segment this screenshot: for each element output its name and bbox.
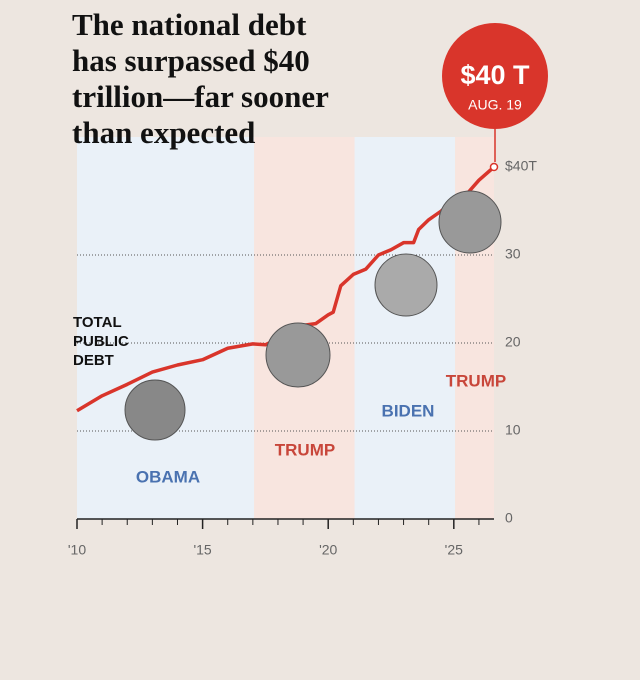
photo-trump [265, 322, 331, 388]
y-tick-label: 20 [505, 334, 521, 350]
photo-biden [374, 253, 438, 317]
chart-title: trillion—far sooner [72, 79, 329, 114]
era-label: OBAMA [136, 467, 200, 486]
chart-title: has surpassed $40 [72, 43, 310, 78]
callout-value: $40 T [460, 60, 530, 90]
y-tick-label: 0 [505, 510, 513, 526]
photo-trump [438, 190, 502, 254]
y-tick-label: 10 [505, 422, 521, 438]
x-tick-label: '25 [445, 542, 463, 558]
callout-date: AUG. 19 [468, 97, 522, 113]
era-label: BIDEN [382, 401, 435, 420]
era-label: TRUMP [275, 440, 335, 459]
annotation: TOTAL [73, 314, 122, 331]
x-tick-label: '20 [319, 542, 337, 558]
end-point [489, 162, 499, 172]
annotation: DEBT [73, 352, 114, 369]
annotation: PUBLIC [73, 333, 129, 350]
era-label: TRUMP [446, 371, 506, 390]
callout-circle [442, 23, 548, 129]
y-tick-label: $40T [505, 158, 537, 174]
x-tick-label: '15 [193, 542, 211, 558]
era-shade [354, 137, 456, 519]
photo-obama [124, 379, 186, 441]
x-tick-label: '10 [68, 542, 86, 558]
era-shade [77, 137, 255, 519]
chart-title: The national debt [72, 7, 307, 42]
chart-title: than expected [72, 115, 255, 150]
y-tick-label: 30 [505, 246, 521, 262]
